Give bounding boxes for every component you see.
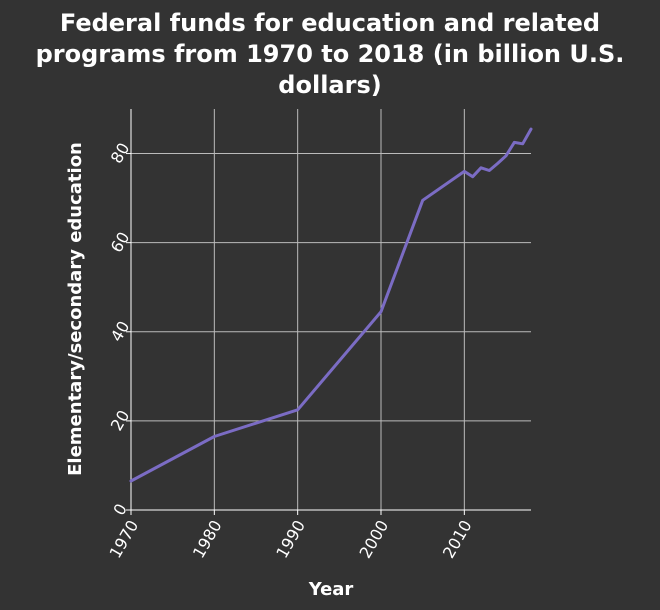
chart-title-line-1: Federal funds for education and related bbox=[60, 9, 600, 37]
series-layer bbox=[129, 127, 533, 483]
y-axis-label: Elementary/secondary education bbox=[65, 142, 86, 476]
chart-title-line-2: programs from 1970 to 2018 (in billion U… bbox=[36, 40, 625, 68]
chart-title-line-3: dollars) bbox=[278, 71, 381, 99]
axes bbox=[126, 109, 531, 515]
series-line-0 bbox=[129, 127, 533, 483]
x-axis-label: Year bbox=[308, 579, 354, 600]
